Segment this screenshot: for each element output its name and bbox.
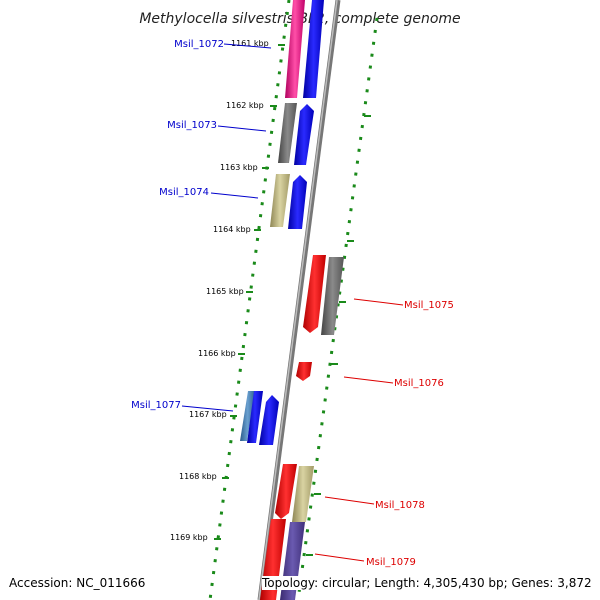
genome-backbone (257, 0, 341, 600)
track-guide-outer-right (296, 17, 379, 600)
gene-msil-1075-block-b (321, 257, 344, 335)
gene-msil-1075-block-a (303, 255, 326, 333)
leader-msil-1074 (210, 192, 259, 199)
genome-backbone-highlight (258, 0, 338, 600)
gene-msil-1074-block-a (270, 174, 290, 227)
gene-label-msil-1076[interactable]: Msil_1076 (394, 378, 444, 389)
track-guide-outer-left (208, 0, 291, 600)
kbp-tick-label: 1164 kbp (213, 225, 251, 234)
gene-msil-1074-block-b (288, 175, 307, 229)
gene-label-msil-1079[interactable]: Msil_1079 (366, 557, 416, 568)
gene-msil-1074[interactable] (270, 174, 307, 229)
leader-msil-1075 (353, 298, 404, 306)
gene-label-msil-1075[interactable]: Msil_1075 (404, 300, 454, 311)
gene-msil-1078[interactable] (275, 464, 314, 522)
kbp-tick-label: 1163 kbp (220, 163, 258, 172)
kbp-scale: 1161 kbp 1162 kbp 1163 kbp 1164 kbp 1165… (170, 39, 285, 542)
leader-msil-1078 (324, 496, 375, 505)
gene-label-msil-1077[interactable]: Msil_1077 (131, 400, 181, 411)
accession-label: Accession: NC_011666 (9, 576, 146, 590)
gene-msil-1078-block-a (275, 464, 297, 519)
gene-msil-1077-block-b (247, 391, 263, 443)
gene-msil-1072[interactable] (285, 0, 324, 98)
outer-tick-marks (306, 115, 371, 556)
leader-msil-1076 (343, 376, 394, 384)
kbp-tick-label: 1168 kbp (179, 472, 217, 481)
gene-msil-1073-block-b (294, 104, 314, 165)
gene-msil-1077[interactable] (240, 391, 279, 445)
gene-msil-1078-block-b (292, 466, 314, 522)
kbp-tick-label: 1165 kbp (206, 287, 244, 296)
gene-label-msil-1078[interactable]: Msil_1078 (375, 500, 425, 511)
gene-msil-1076[interactable] (296, 362, 312, 381)
gene-msil-1077-block-a (240, 391, 255, 441)
leader-msil-1072 (223, 43, 272, 49)
kbp-tick-label: 1162 kbp (226, 101, 264, 110)
gene-msil-1075[interactable] (303, 255, 344, 335)
leader-msil-1077 (181, 405, 234, 412)
kbp-tick-label: 1167 kbp (189, 410, 227, 419)
leader-msil-1079 (314, 553, 365, 562)
gene-label-msil-1073[interactable]: Msil_1073 (167, 120, 217, 131)
genome-summary: Topology: circular; Length: 4,305,430 bp… (262, 576, 592, 590)
gene-label-msil-1074[interactable]: Msil_1074 (159, 187, 209, 198)
gene-msil-1072-block-a (285, 0, 305, 98)
gene-msil-1073[interactable] (278, 103, 314, 165)
gene-label-msil-1072[interactable]: Msil_1072 (174, 39, 224, 50)
gene-msil-1072-block-b (303, 0, 324, 98)
kbp-tick-label: 1161 kbp (231, 39, 269, 48)
kbp-tick-label: 1169 kbp (170, 533, 208, 542)
gene-msil-1077-block-c (259, 395, 279, 445)
gene-msil-1073-block-a (278, 103, 297, 163)
kbp-tick-label: 1166 kbp (198, 349, 236, 358)
leader-msil-1073 (217, 125, 267, 132)
gene-msil-1076-block-a (296, 362, 312, 381)
